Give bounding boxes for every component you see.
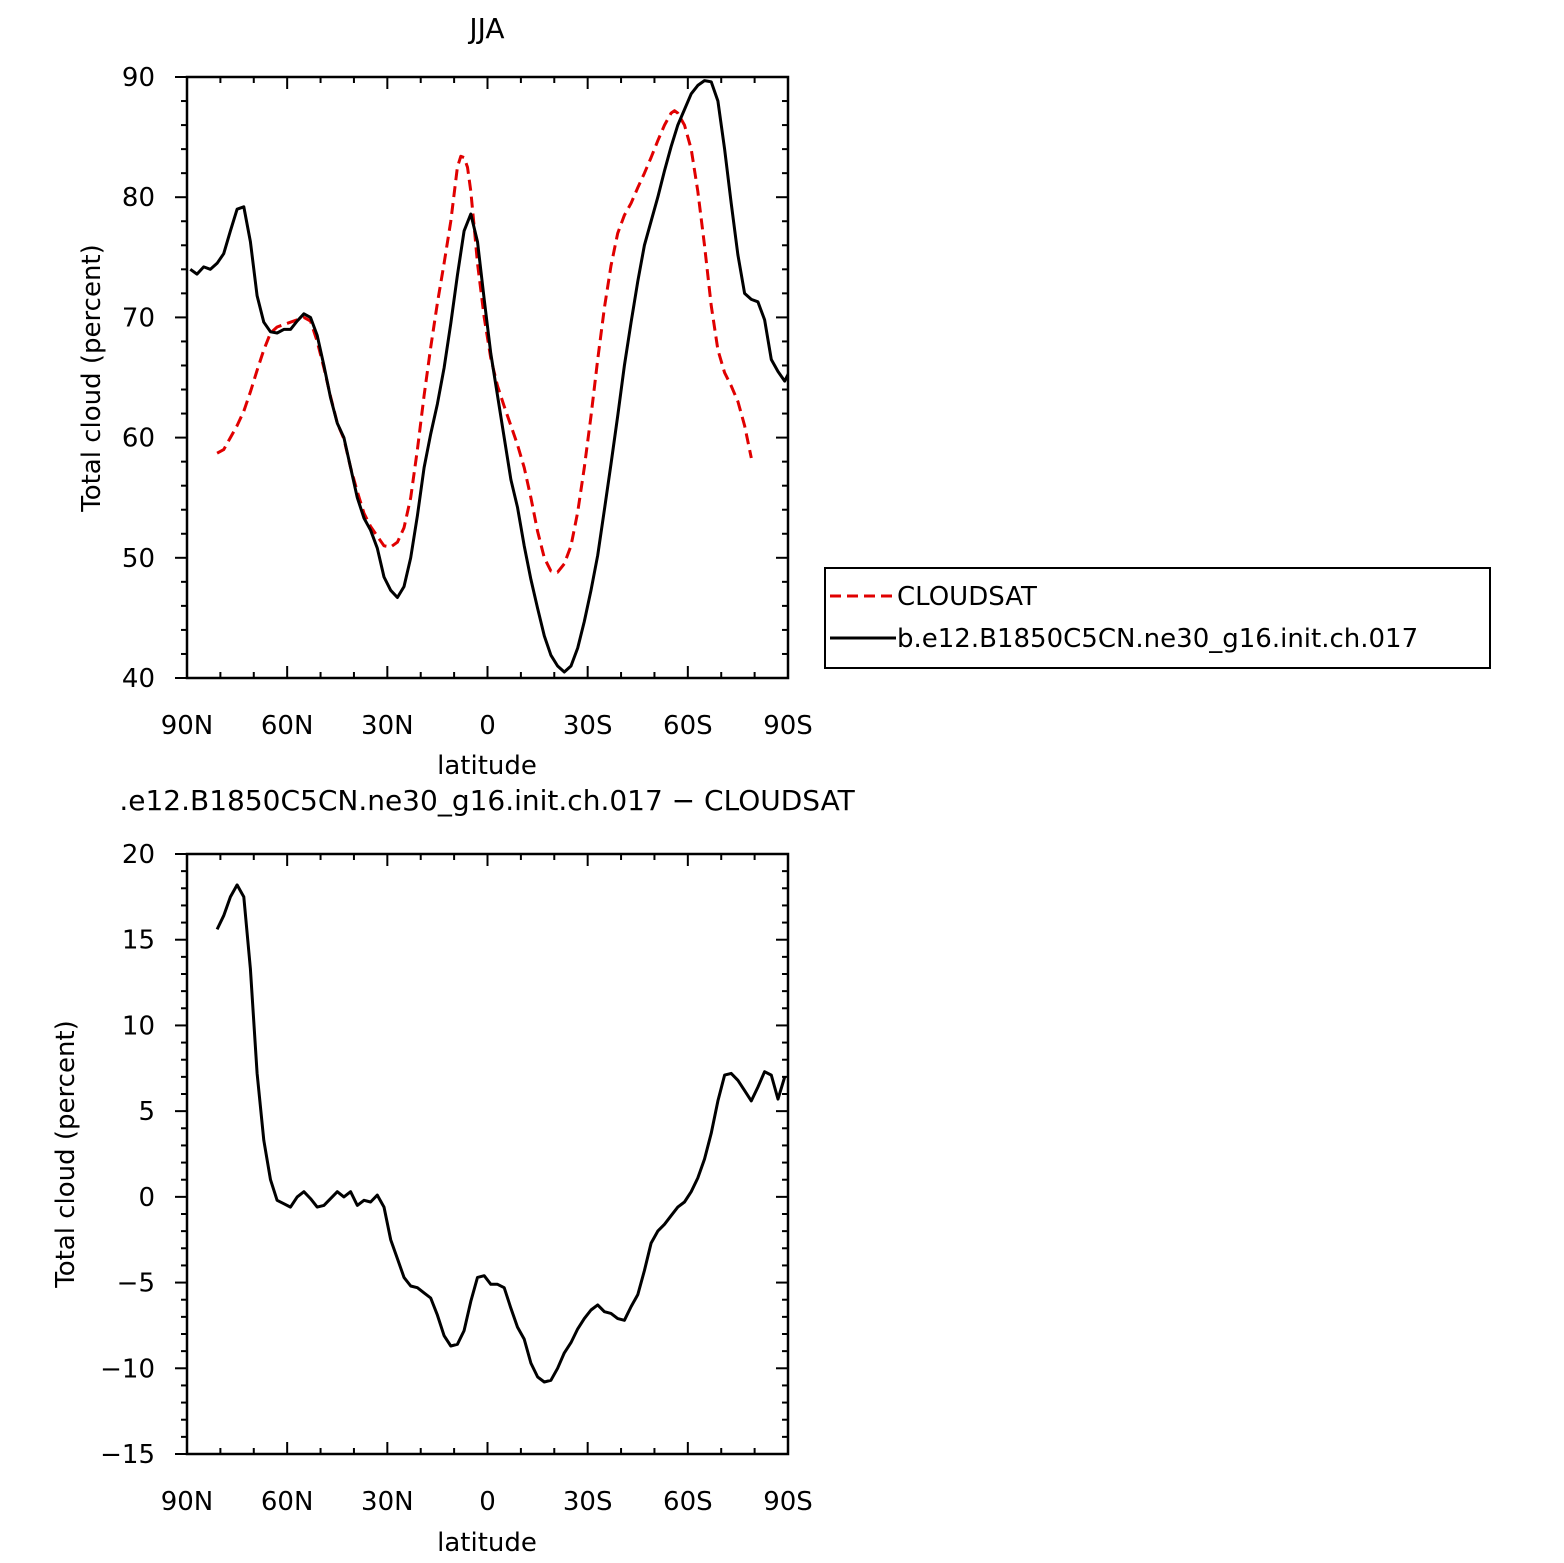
x-tick-label: 90N: [161, 1487, 214, 1517]
plot-area: 90N 60N 30N 0 30S 60S 90S 20 15 10 5 0 −5 −10 −15: [100, 840, 813, 1517]
y-axis-label: Total cloud (percent): [77, 244, 107, 513]
series-line-1: [189, 79, 788, 674]
chart-title: .e12.B1850C5CN.ne30_g16.init.ch.017 − CL…: [119, 784, 855, 817]
legend: CLOUDSAT b.e12.B1850C5CN.ne30_g16.init.c…: [824, 567, 1491, 669]
bottom-panel: .e12.B1850C5CN.ne30_g16.init.ch.017 − CL…: [51, 784, 856, 1558]
y-tick-label: 20: [122, 840, 155, 870]
legend-label-model: b.e12.B1850C5CN.ne30_g16.init.ch.017: [897, 624, 1418, 654]
x-tick-label: 60N: [261, 711, 314, 741]
x-axis-label: latitude: [437, 751, 537, 781]
y-tick-label: 80: [122, 183, 155, 213]
y-tick-label: −10: [100, 1354, 155, 1384]
legend-label-cloudsat: CLOUDSAT: [897, 582, 1037, 612]
x-tick-label: 0: [479, 1487, 496, 1517]
y-tick-label: −5: [117, 1269, 155, 1299]
x-tick-label: 30N: [361, 1487, 414, 1517]
x-tick-label: 60S: [663, 711, 713, 741]
y-tick-label: 5: [138, 1097, 155, 1127]
y-tick-label: 40: [122, 664, 155, 694]
x-tick-label: 30S: [563, 1487, 613, 1517]
x-tick-label: 60N: [261, 1487, 314, 1517]
chart-title: JJA: [467, 12, 504, 45]
y-tick-label: 15: [122, 926, 155, 956]
plot-area: 90N 60N 30N 0 30S 60S 90S 40 50 60 70 80 90: [122, 63, 813, 741]
y-tick-label: 90: [122, 63, 155, 93]
x-tick-label: 90S: [763, 1487, 813, 1517]
x-tick-label: 30N: [361, 711, 414, 741]
x-tick-label: 0: [479, 711, 496, 741]
y-tick-label: 70: [122, 303, 155, 333]
x-tick-label: 90N: [161, 711, 214, 741]
series-line-0: [216, 109, 753, 574]
top-panel: JJA 90N 60N 30N 0 30S 60S 90S 40 50 60 70 80 90 lati…: [77, 12, 813, 781]
y-tick-label: −15: [100, 1440, 155, 1470]
legend-box: [824, 567, 1491, 669]
y-tick-label: 50: [122, 544, 155, 574]
series-line-0: [215, 883, 787, 1384]
y-tick-label: 60: [122, 424, 155, 454]
y-tick-label: 0: [138, 1183, 155, 1213]
x-tick-label: 60S: [663, 1487, 713, 1517]
plot-frame: [185, 75, 790, 680]
y-tick-label: 10: [122, 1011, 155, 1041]
plot-frame: [185, 852, 790, 1456]
y-axis-label: Total cloud (percent): [51, 1020, 81, 1289]
x-tick-label: 90S: [763, 711, 813, 741]
x-axis-label: latitude: [437, 1528, 537, 1558]
x-tick-label: 30S: [563, 711, 613, 741]
